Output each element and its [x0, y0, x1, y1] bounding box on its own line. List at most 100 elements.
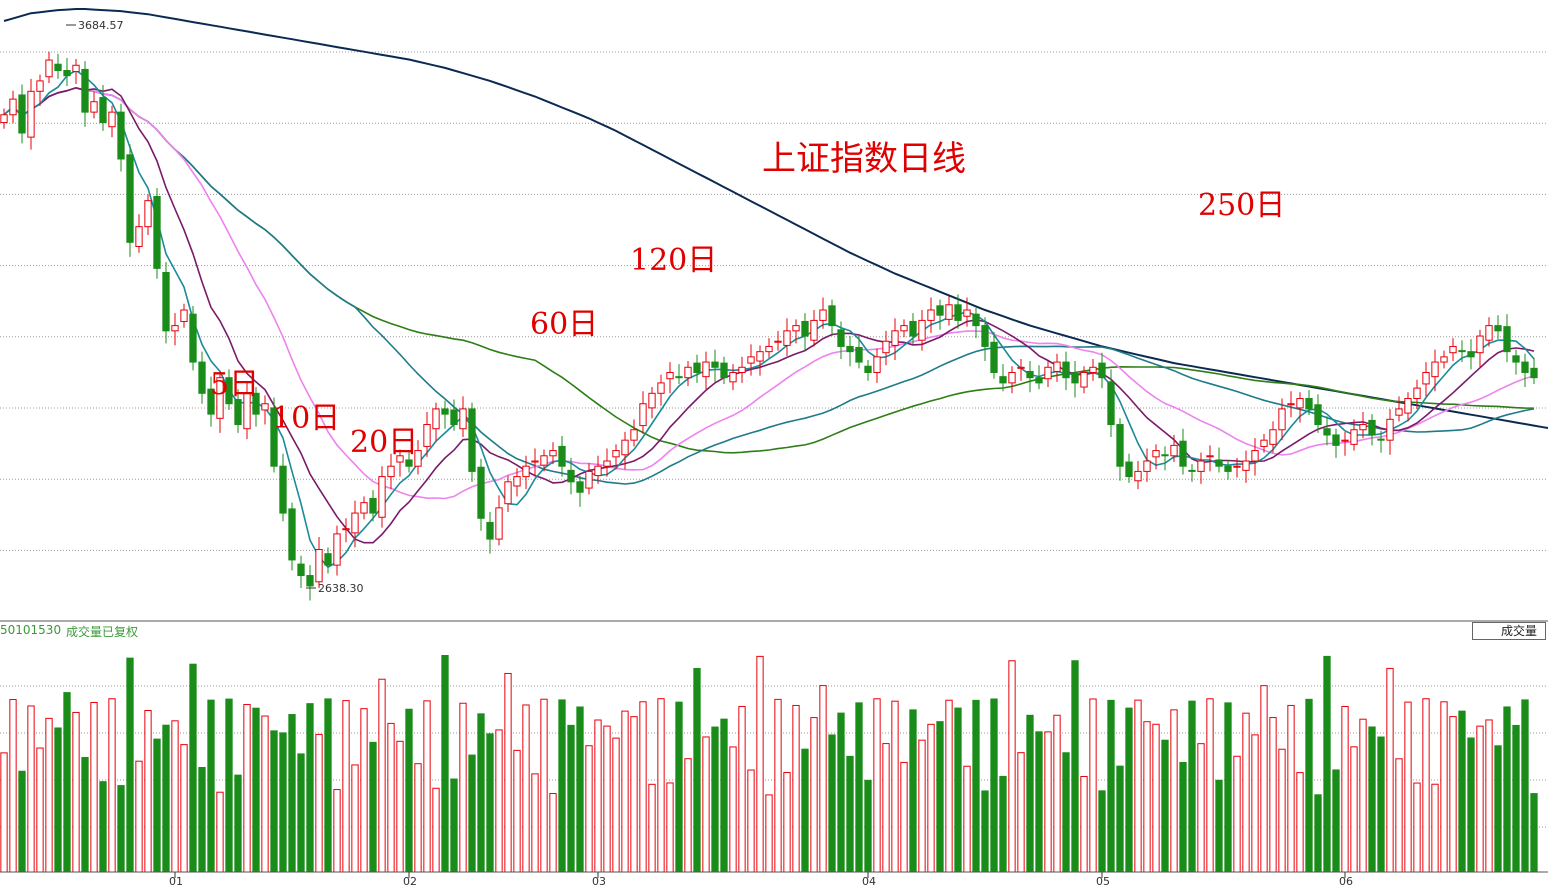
candle — [828, 305, 836, 327]
candle — [198, 361, 206, 394]
candle — [351, 512, 359, 534]
volume-bar — [1530, 793, 1538, 873]
candle — [1206, 455, 1214, 458]
volume-bar — [531, 773, 539, 873]
volume-bar — [216, 791, 224, 873]
volume-bar — [1260, 685, 1268, 873]
candle — [549, 450, 557, 457]
volume-bar — [882, 743, 890, 873]
candle — [1197, 460, 1205, 472]
candle — [792, 325, 800, 332]
volume-bar — [1449, 716, 1457, 873]
volume-bar — [729, 746, 737, 873]
candle — [36, 80, 44, 92]
candle — [1008, 371, 1016, 384]
candle — [414, 450, 422, 467]
ma60-label: 60日 — [530, 307, 598, 342]
volume-bar — [1107, 699, 1115, 873]
volume-bar — [1431, 783, 1439, 873]
ma20-label: 20日 — [350, 425, 418, 460]
candle — [1242, 460, 1250, 471]
volume-bar — [585, 745, 593, 873]
candle — [612, 450, 620, 458]
volume-bar — [90, 701, 98, 873]
volume-bar — [522, 704, 530, 873]
volume-bar — [369, 741, 377, 873]
volume-bar — [1053, 714, 1061, 873]
volume-bar — [198, 766, 206, 873]
candle — [216, 377, 224, 419]
volume-bar — [927, 723, 935, 873]
volume-bar — [45, 717, 53, 873]
candle — [675, 376, 683, 379]
volume-bar — [810, 717, 818, 873]
volume-bar — [1422, 698, 1430, 873]
volume-bar — [864, 779, 872, 873]
candle — [1413, 387, 1421, 400]
volume-bar — [846, 755, 854, 873]
candle — [774, 340, 782, 343]
volume-bar — [900, 761, 908, 873]
month-label: 04 — [862, 875, 876, 886]
candle — [1017, 366, 1025, 369]
volume-bar — [1080, 775, 1088, 873]
volume-bar — [1395, 758, 1403, 873]
candle — [630, 429, 638, 441]
volume-bar — [234, 774, 242, 873]
candle — [864, 365, 872, 373]
candle — [225, 377, 233, 405]
candle — [477, 466, 485, 519]
candle — [126, 154, 134, 243]
volume-bar — [990, 698, 998, 873]
candle — [981, 325, 989, 347]
candle — [369, 497, 377, 514]
candle — [1476, 335, 1484, 354]
candle — [1422, 371, 1430, 385]
candle — [306, 575, 314, 587]
candle — [270, 407, 278, 467]
volume-bar — [225, 698, 233, 873]
candle — [1044, 366, 1052, 380]
candle — [1161, 454, 1169, 457]
month-label: 06 — [1339, 875, 1353, 886]
candle — [900, 325, 908, 332]
candle — [756, 351, 764, 362]
candle — [504, 481, 512, 505]
volume-bar — [1206, 698, 1214, 873]
volume-bar — [792, 704, 800, 873]
volume-bar — [576, 706, 584, 873]
volume-bar — [783, 772, 791, 873]
volume-bar — [1269, 717, 1277, 873]
volume-bar — [873, 698, 881, 873]
candle — [1305, 398, 1313, 410]
volume-bar — [324, 698, 332, 873]
candle — [108, 111, 116, 128]
candle — [1170, 444, 1178, 457]
volume-bar — [1305, 698, 1313, 873]
volume-bar — [1404, 701, 1412, 873]
candle — [963, 309, 971, 317]
volume-bar — [837, 712, 845, 873]
ma10-label: 10日 — [272, 401, 340, 436]
volume-bar — [459, 702, 467, 873]
month-label: 01 — [169, 875, 183, 886]
volume-bar — [1359, 718, 1367, 873]
volume-bar — [351, 764, 359, 873]
candle — [396, 455, 404, 463]
volume-bar — [774, 698, 782, 873]
volume-code: 50101530 — [0, 623, 62, 637]
volume-bar — [702, 736, 710, 873]
candle — [558, 445, 566, 467]
candle — [360, 502, 368, 514]
volume-bar — [1125, 707, 1133, 873]
candle — [1080, 371, 1088, 388]
volume-bar — [1044, 731, 1052, 873]
volume-indicator-button[interactable]: 成交量 — [1472, 622, 1546, 640]
candle — [684, 366, 692, 379]
volume-bar — [567, 724, 575, 873]
volume-bar — [180, 744, 188, 873]
volume-bar — [333, 789, 341, 873]
candle — [810, 319, 818, 341]
volume-bar — [1476, 725, 1484, 873]
candle — [909, 320, 917, 337]
